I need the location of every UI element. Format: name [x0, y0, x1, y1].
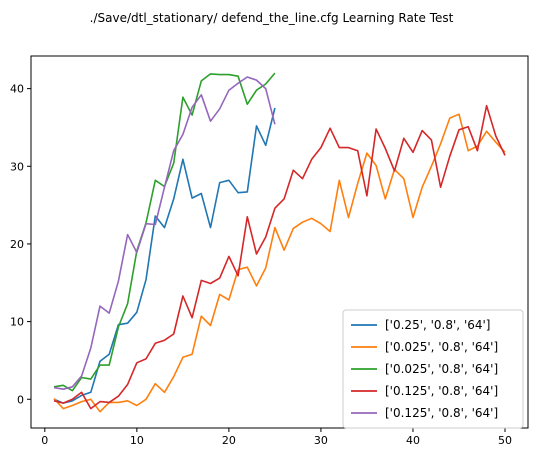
y-axis: 0 10 20 30 40	[10, 83, 31, 406]
x-tick-label: 0	[41, 434, 48, 447]
chart-title: ./Save/dtl_stationary/ defend_the_line.c…	[90, 11, 454, 25]
legend-label: ['0.025', '0.8', '64']	[385, 340, 498, 354]
y-tick-label: 20	[10, 238, 24, 251]
y-tick-label: 30	[10, 160, 24, 173]
x-axis: 0 10 20 30 40 50	[41, 428, 512, 447]
x-tick-label: 50	[498, 434, 512, 447]
series-line-1	[53, 113, 506, 413]
x-tick-label: 10	[130, 434, 144, 447]
y-tick-label: 40	[10, 83, 24, 96]
series-line-2	[53, 72, 276, 392]
legend-label: ['0.125', '0.8', '64']	[385, 384, 498, 398]
legend-label: ['0.25', '0.8', '64']	[385, 318, 491, 332]
x-tick-label: 20	[222, 434, 236, 447]
axes-frame	[30, 55, 529, 429]
legend-label: ['0.125', '0.8', '64']	[385, 406, 498, 420]
series-line-4	[53, 76, 276, 391]
legend: ['0.25', '0.8', '64'] ['0.025', '0.8', '6…	[342, 309, 524, 429]
series-line-0	[53, 107, 276, 404]
legend-box	[342, 309, 524, 429]
series-lines	[53, 72, 506, 413]
x-tick-label: 30	[314, 434, 328, 447]
series-line-3	[53, 104, 506, 410]
y-tick-label: 0	[17, 393, 24, 406]
legend-label: ['0.025', '0.8', '64']	[385, 362, 498, 376]
y-tick-label: 10	[10, 316, 24, 329]
x-tick-label: 40	[406, 434, 420, 447]
